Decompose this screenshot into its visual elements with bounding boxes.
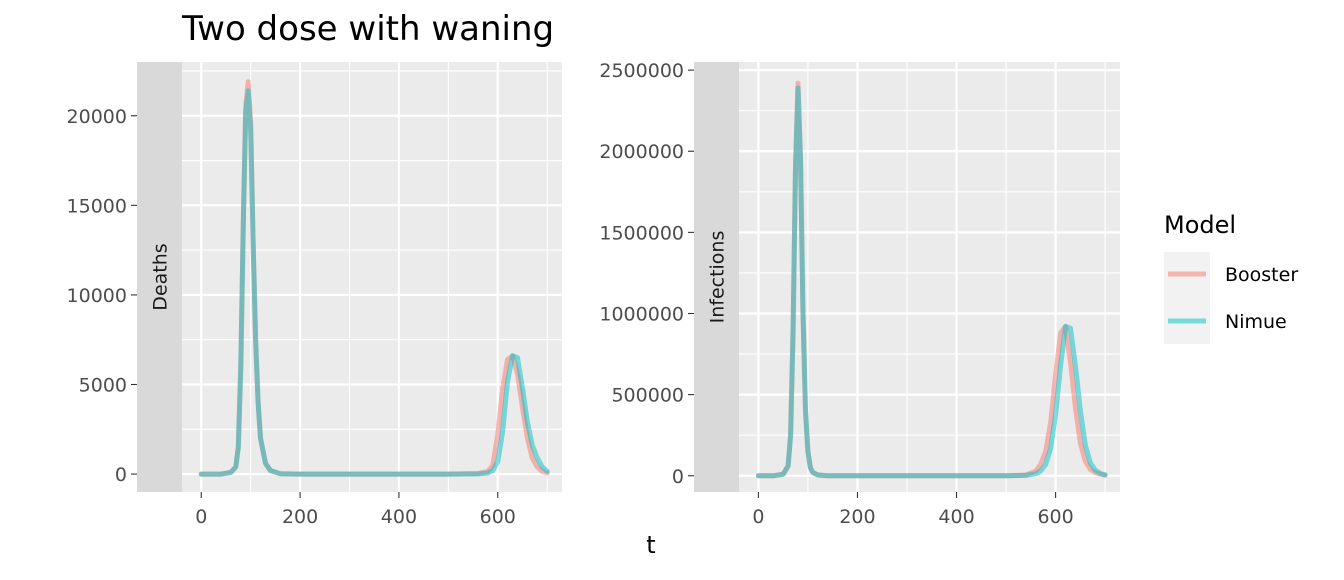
y-tick-label: 1000000 — [599, 304, 684, 326]
x-tick-label: 200 — [282, 506, 318, 528]
x-tick-label: 0 — [752, 506, 764, 528]
panel-infections: 0 200 400 600 0 500000 1000000 1500000 2000000 25… — [599, 60, 1120, 528]
y-tick-label: 15000 — [67, 195, 127, 217]
series-line-nimue — [755, 85, 1108, 479]
legend-label-nimue: Nimue — [1225, 311, 1287, 333]
strip-background — [694, 62, 739, 492]
x-axis-title: t — [646, 531, 655, 559]
y-tick-label: 1500000 — [599, 222, 684, 244]
strip-label: Deaths — [150, 243, 172, 310]
x-tick-label: 600 — [480, 506, 516, 528]
y-tick-label: 20000 — [67, 106, 127, 128]
series-line-nimue — [198, 88, 550, 477]
legend: Model Booster Nimue — [1164, 211, 1298, 344]
strip-background — [137, 62, 182, 492]
strip-label: Infections — [707, 231, 729, 324]
y-tick-label: 2000000 — [599, 141, 684, 163]
x-tick-label: 400 — [381, 506, 417, 528]
y-tick-label: 5000 — [79, 375, 127, 397]
chart-title: Two dose with waning — [181, 9, 554, 49]
legend-keys-background — [1164, 252, 1210, 344]
legend-label-booster: Booster — [1225, 264, 1298, 286]
x-tick-label: 400 — [938, 506, 974, 528]
legend-title: Model — [1164, 211, 1236, 239]
y-tick-label: 500000 — [611, 385, 684, 407]
y-tick-label: 0 — [115, 464, 127, 486]
panel-deaths: 0 200 400 600 0 5000 10000 15000 20000 Deaths — [67, 62, 562, 528]
x-tick-label: 600 — [1037, 506, 1073, 528]
y-tick-label: 0 — [672, 466, 684, 488]
x-tick-label: 0 — [195, 506, 207, 528]
x-tick-label: 200 — [839, 506, 875, 528]
y-tick-label: 10000 — [67, 285, 127, 307]
y-tick-label: 2500000 — [599, 60, 684, 82]
